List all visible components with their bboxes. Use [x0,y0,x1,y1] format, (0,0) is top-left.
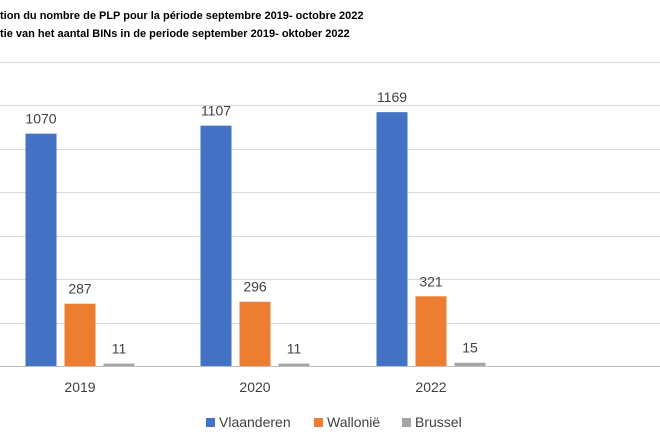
bar-vlaanderen-2022 [376,112,408,366]
data-label-brussel-2019: 11 [112,341,127,357]
legend-label-brussel: Brussel [415,414,462,430]
data-label-brussel-2020: 11 [287,341,302,357]
legend-swatch-brussel [402,418,411,427]
legend-label-wallonië: Wallonië [327,414,380,430]
category-label-2022: 2022 [415,379,446,395]
data-label-brussel-2022: 15 [462,340,478,356]
bars [25,112,486,366]
chart-title-nl: tie van het aantal BINs in de periode se… [0,28,350,40]
category-labels: 2019 2020 2022 [64,379,446,395]
legend-swatch-vlaanderen [206,418,215,427]
data-label-vlaanderen-2019: 1070 [25,111,56,127]
data-label-wallonië-2019: 287 [68,281,92,297]
gridlines [0,62,660,367]
data-label-wallonië-2022: 321 [419,273,443,289]
category-label-2020: 2020 [239,379,270,395]
data-label-vlaanderen-2020: 1107 [201,103,231,119]
legend: Vlaanderen Wallonië Brussel [206,414,462,430]
data-labels: 1070 287 11 1107 296 11 1169 321 15 [25,89,478,356]
data-label-wallonië-2020: 296 [243,279,267,295]
bar-wallonië-2019 [64,303,96,366]
bar-wallonië-2022 [415,296,447,366]
bar-brussel-2019 [103,363,135,366]
data-label-vlaanderen-2022: 1169 [377,89,407,105]
legend-label-vlaanderen: Vlaanderen [219,414,291,430]
bar-brussel-2020 [278,363,310,366]
bar-wallonië-2020 [239,301,271,366]
category-label-2019: 2019 [64,379,95,395]
legend-swatch-wallonië [314,418,323,427]
bar-vlaanderen-2020 [200,125,232,366]
chart-title-fr: tion du nombre de PLP pour la période se… [0,10,364,22]
bar-brussel-2022 [454,362,486,366]
bar-vlaanderen-2019 [25,133,57,366]
